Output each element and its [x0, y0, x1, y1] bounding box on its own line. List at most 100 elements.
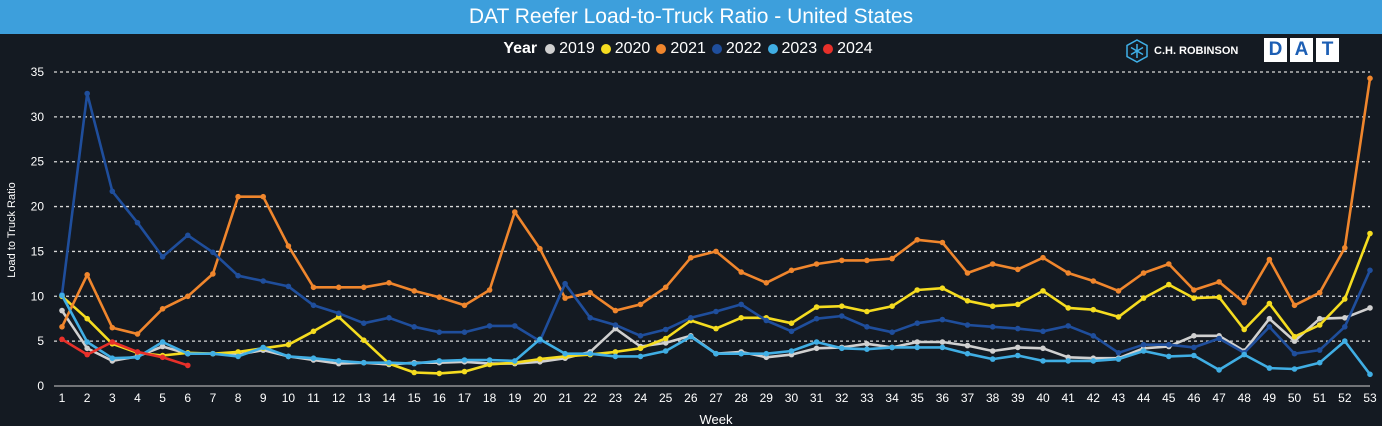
x-tick-label: 50: [1288, 391, 1302, 405]
data-point: [1191, 295, 1197, 301]
data-point: [134, 219, 141, 226]
y-tick-label: 30: [31, 110, 45, 124]
y-tick-label: 20: [31, 200, 45, 214]
data-point: [1241, 351, 1247, 358]
dat-logo-t: T: [1316, 38, 1339, 62]
data-point: [335, 358, 342, 364]
series-2021: [59, 75, 1373, 337]
legend-label: 2020: [614, 40, 651, 57]
data-point: [1216, 367, 1222, 373]
data-point: [864, 308, 870, 315]
data-point: [864, 346, 870, 353]
data-point: [889, 344, 895, 351]
data-point: [662, 284, 669, 291]
x-tick-label: 7: [210, 391, 217, 405]
data-point: [310, 328, 317, 335]
data-point: [486, 287, 493, 293]
x-tick-label: 12: [332, 391, 346, 405]
data-point: [989, 356, 996, 362]
data-point: [964, 322, 971, 328]
data-point: [461, 329, 468, 336]
data-point: [1115, 288, 1122, 294]
x-tick-label: 14: [382, 391, 396, 405]
data-point: [914, 344, 920, 351]
x-tick-label: 16: [433, 391, 447, 405]
data-point: [537, 245, 543, 252]
legend-marker: [823, 44, 834, 54]
data-point: [1166, 353, 1172, 360]
data-point: [562, 295, 568, 301]
data-point: [1015, 325, 1021, 332]
x-tick-label: 30: [785, 391, 799, 405]
data-point: [1140, 341, 1147, 348]
data-point: [1140, 270, 1147, 276]
data-point: [335, 310, 342, 317]
data-point: [562, 350, 568, 357]
y-tick-label: 5: [37, 334, 44, 348]
data-point: [1342, 324, 1348, 330]
x-tick-label: 40: [1036, 391, 1050, 405]
x-tick-label: 43: [1112, 391, 1126, 405]
data-point: [159, 253, 166, 260]
legend-item-2020: 2020: [600, 40, 651, 58]
data-point: [1342, 245, 1348, 251]
x-tick-label: 19: [508, 391, 522, 405]
data-point: [1291, 366, 1298, 372]
data-point: [813, 339, 820, 345]
data-point: [411, 288, 418, 294]
data-point: [713, 248, 719, 255]
data-point: [1342, 338, 1348, 344]
y-tick-label: 35: [31, 65, 45, 79]
data-point: [310, 355, 317, 362]
data-point: [159, 354, 166, 361]
x-tick-label: 41: [1061, 391, 1075, 405]
data-point: [1291, 302, 1298, 309]
legend-item-2024: 2024: [823, 40, 873, 58]
x-tick-label: 11: [307, 391, 320, 405]
data-point: [210, 271, 216, 277]
data-point: [989, 303, 996, 310]
data-point: [813, 315, 820, 322]
legend-item-2021: 2021: [656, 40, 706, 58]
data-point: [285, 353, 292, 360]
data-point: [612, 307, 619, 314]
x-tick-label: 21: [558, 391, 572, 405]
data-point: [84, 345, 90, 352]
data-point: [939, 239, 946, 246]
x-axis-ticks: 1 2 3 4 5 6 7 8 9 10 11 12 13 14 15 16 17 18 19 20 21 22 23 24 2…: [59, 391, 1377, 405]
x-tick-label: 26: [684, 391, 698, 405]
data-point: [1367, 75, 1373, 82]
data-point: [939, 316, 946, 323]
legend-label: 2023: [781, 40, 818, 57]
data-point: [1090, 306, 1097, 313]
data-point: [109, 188, 116, 195]
x-tick-label: 5: [159, 391, 166, 405]
data-point: [1140, 295, 1147, 301]
data-point: [587, 350, 593, 357]
data-point: [361, 337, 367, 344]
data-point: [989, 324, 996, 330]
data-point: [134, 331, 141, 337]
data-point: [1367, 267, 1373, 274]
data-point: [1115, 350, 1122, 356]
x-tick-label: 52: [1338, 391, 1352, 405]
data-point: [939, 285, 946, 292]
x-tick-label: 39: [1011, 391, 1025, 405]
data-point: [813, 304, 820, 310]
data-point: [713, 325, 719, 332]
data-point: [235, 353, 241, 360]
data-point: [1367, 305, 1373, 311]
data-point: [1216, 335, 1222, 342]
data-point: [1115, 356, 1122, 362]
data-point: [612, 349, 619, 355]
series-line-2022: [60, 92, 1372, 356]
data-point: [1065, 323, 1071, 329]
data-point: [134, 354, 141, 361]
series-line-2023: [60, 294, 1372, 376]
legend-item-2019: 2019: [545, 40, 595, 58]
data-point: [436, 329, 443, 336]
data-point: [109, 339, 116, 345]
data-point: [1316, 322, 1323, 328]
gridlines: [54, 71, 1370, 387]
data-point: [1342, 315, 1348, 321]
